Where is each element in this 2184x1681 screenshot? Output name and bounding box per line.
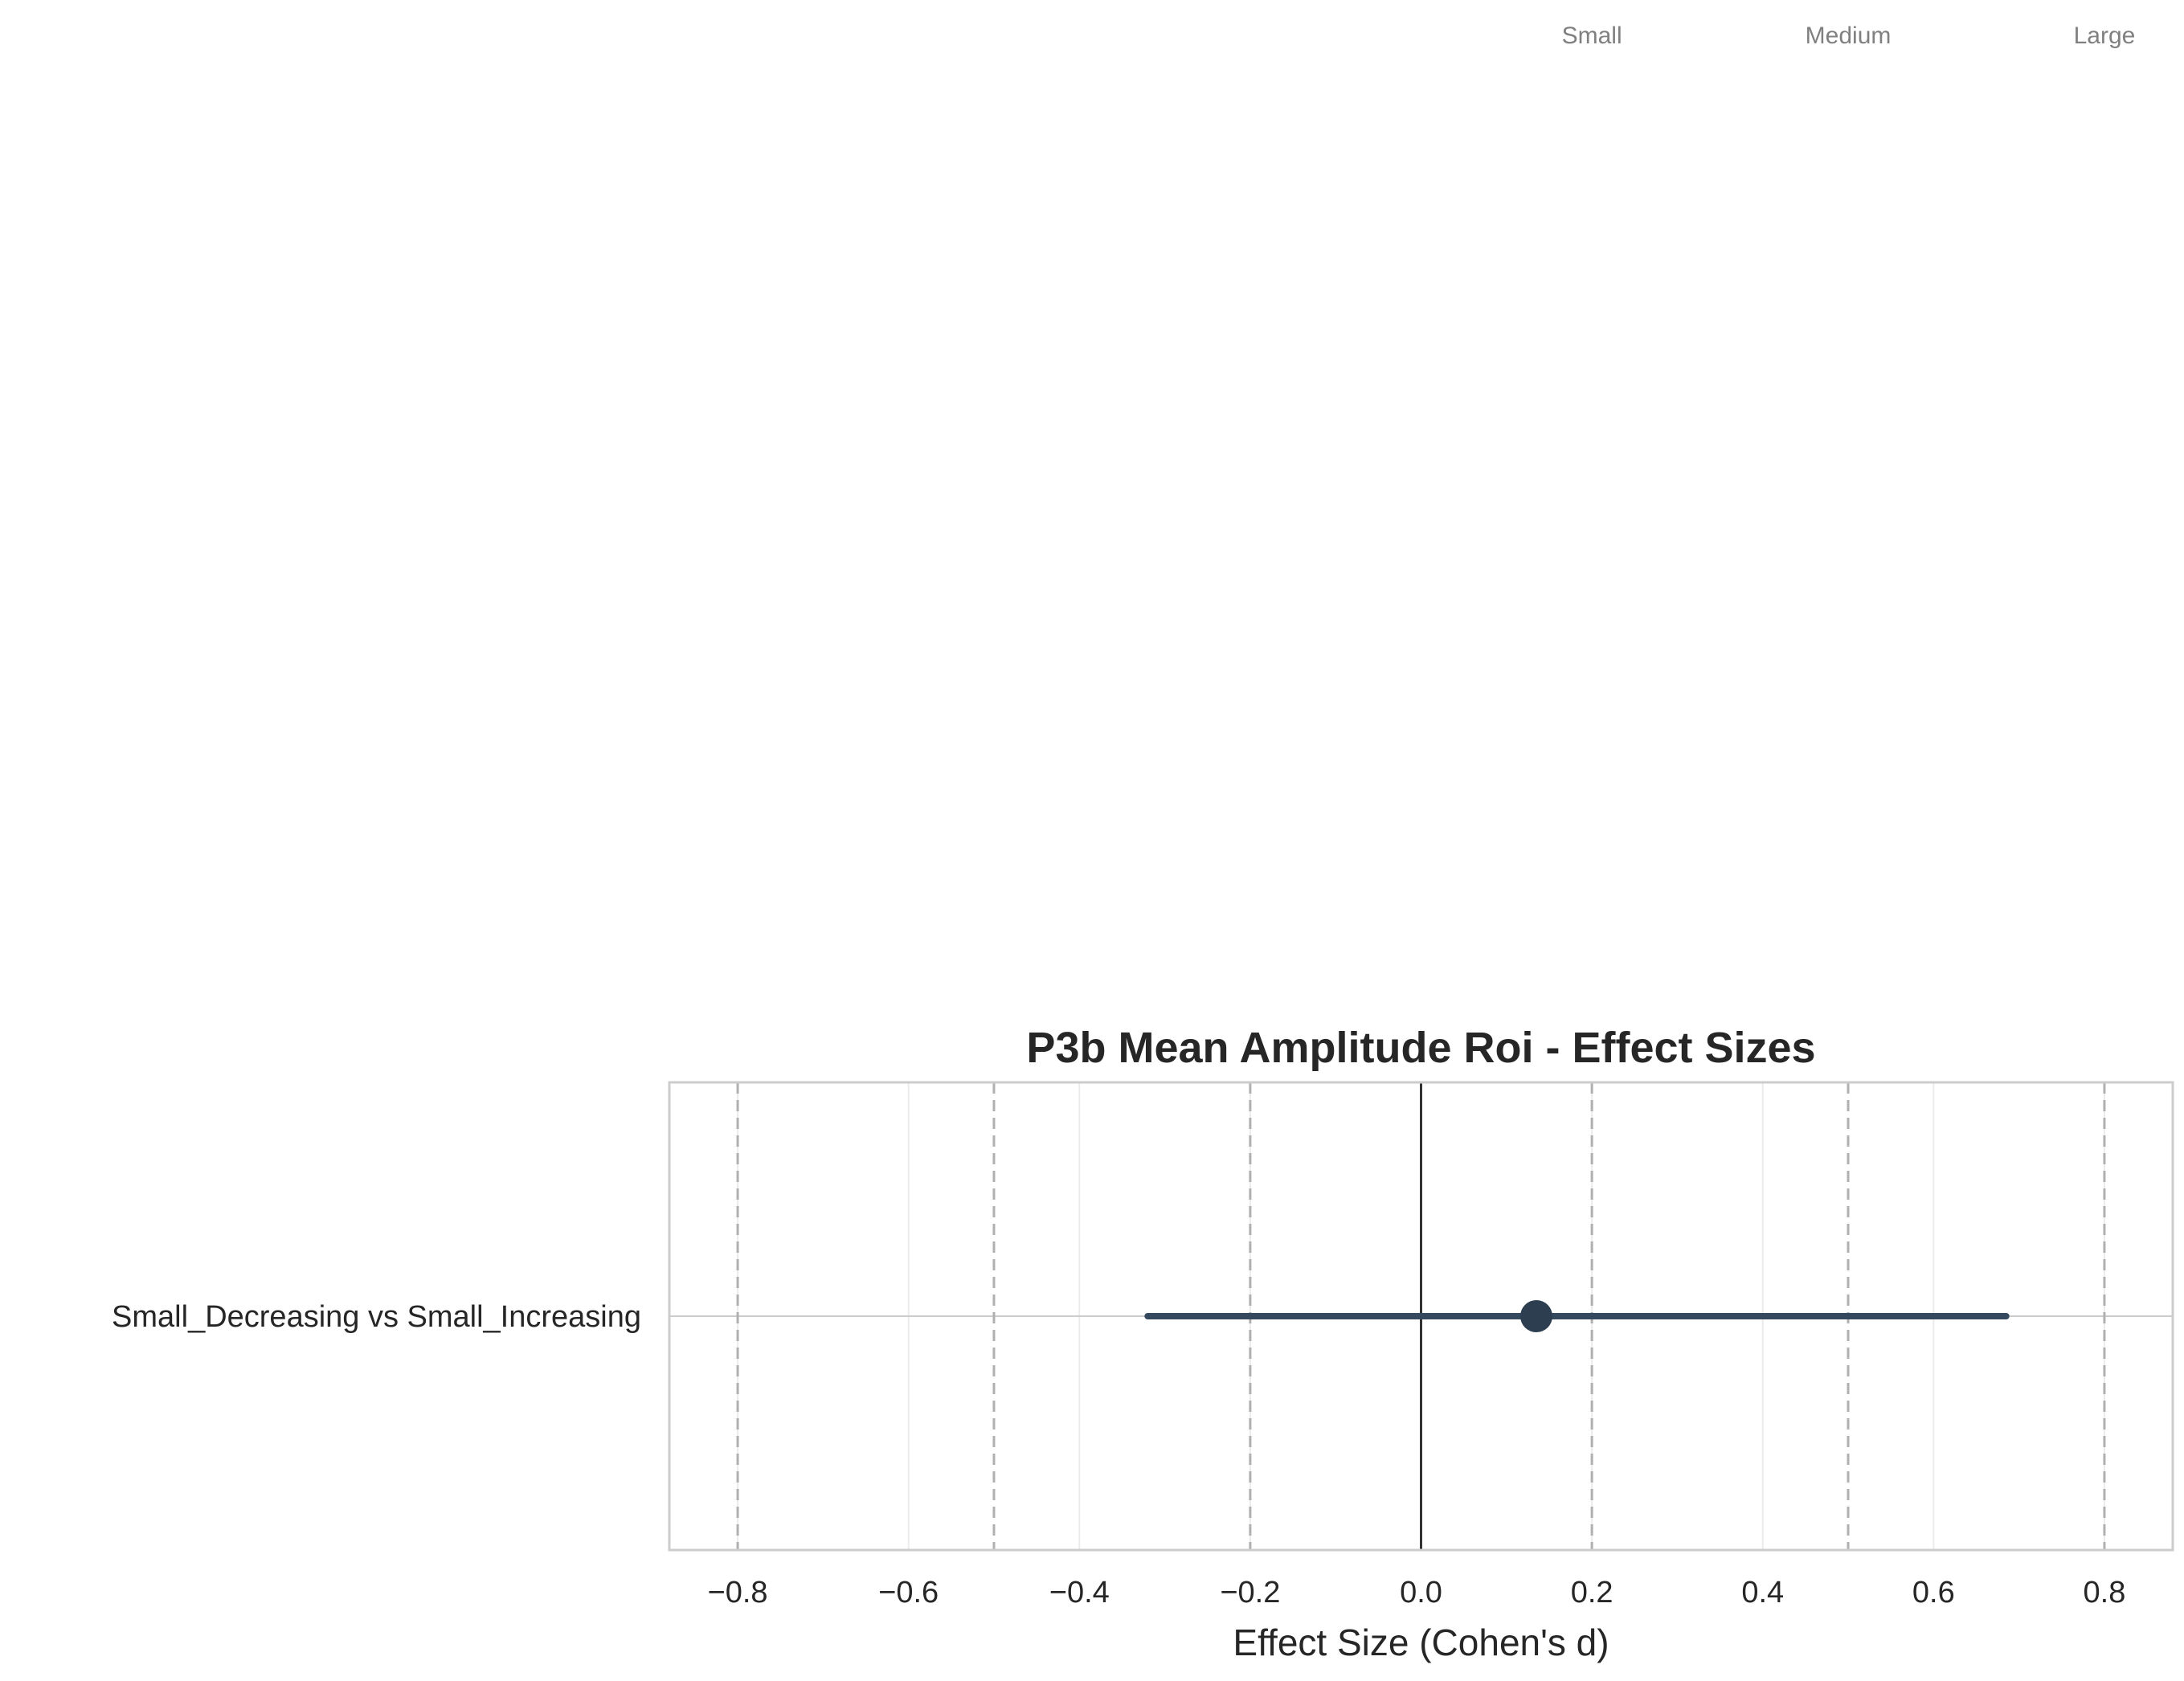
x-tick-label: −0.4: [1049, 1576, 1110, 1609]
x-tick-label: 0.0: [1400, 1576, 1442, 1609]
x-tick-label: −0.2: [1220, 1576, 1280, 1609]
x-tick-label: −0.8: [708, 1576, 768, 1609]
x-tick-label: 0.6: [1912, 1576, 1955, 1609]
threshold-label: Medium: [1806, 22, 1892, 49]
comparison-label: Small_Decreasing vs Small_Increasing: [112, 1300, 641, 1334]
x-axis-title: Effect Size (Cohen's d): [1233, 1622, 1609, 1663]
x-tick-label: 0.2: [1571, 1576, 1613, 1609]
plot-frame: [668, 1081, 2174, 1552]
threshold-label: Small: [1562, 22, 1622, 49]
x-tick-label: 0.8: [2084, 1576, 2126, 1609]
x-tick-label: 0.4: [1741, 1576, 1784, 1609]
threshold-label: Large: [2074, 22, 2136, 49]
x-tick-label: −0.6: [878, 1576, 939, 1609]
chart-title: P3b Mean Amplitude Roi - Effect Sizes: [1026, 1024, 1815, 1072]
effect-size-point: [1520, 1300, 1553, 1332]
